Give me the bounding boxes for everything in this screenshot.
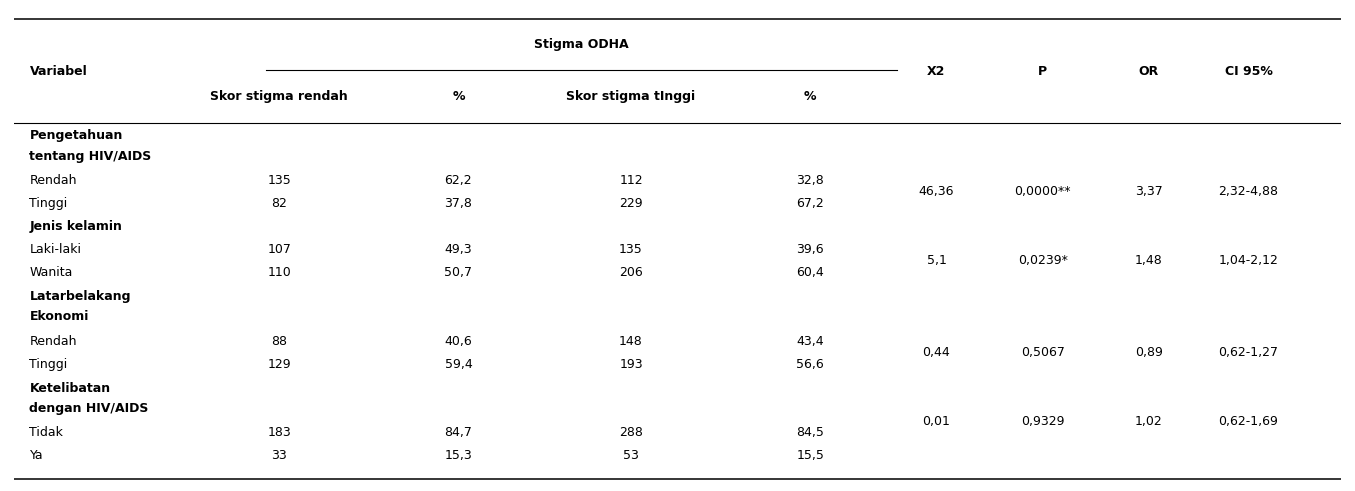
Text: 60,4: 60,4 (797, 266, 824, 278)
Text: 46,36: 46,36 (919, 185, 954, 198)
Text: Pengetahuan: Pengetahuan (30, 129, 123, 142)
Text: 112: 112 (619, 174, 642, 187)
Text: Ketelibatan: Ketelibatan (30, 382, 111, 395)
Text: 107: 107 (267, 243, 291, 256)
Text: P: P (1038, 65, 1047, 78)
Text: 148: 148 (619, 334, 642, 348)
Text: 43,4: 43,4 (797, 334, 824, 348)
Text: Skor stigma tInggi: Skor stigma tInggi (566, 90, 695, 103)
Text: 84,5: 84,5 (797, 426, 824, 439)
Text: 0,0000**: 0,0000** (1015, 185, 1070, 198)
Text: 229: 229 (619, 197, 642, 210)
Text: 62,2: 62,2 (444, 174, 472, 187)
Text: 88: 88 (271, 334, 287, 348)
Text: 0,01: 0,01 (923, 415, 950, 428)
Text: 183: 183 (267, 426, 291, 439)
Text: 0,62-1,69: 0,62-1,69 (1218, 415, 1278, 428)
Text: 0,5067: 0,5067 (1020, 346, 1065, 359)
Text: 1,02: 1,02 (1135, 415, 1163, 428)
Text: Skor stigma rendah: Skor stigma rendah (210, 90, 348, 103)
Text: Jenis kelamin: Jenis kelamin (30, 219, 122, 233)
Text: 0,89: 0,89 (1135, 346, 1163, 359)
Text: 110: 110 (267, 266, 291, 278)
Text: Ekonomi: Ekonomi (30, 310, 89, 324)
Text: Rendah: Rendah (30, 174, 77, 187)
Text: 53: 53 (623, 449, 640, 463)
Text: Wanita: Wanita (30, 266, 73, 278)
Text: 84,7: 84,7 (444, 426, 473, 439)
Text: Rendah: Rendah (30, 334, 77, 348)
Text: 37,8: 37,8 (444, 197, 473, 210)
Text: dengan HIV/AIDS: dengan HIV/AIDS (30, 402, 149, 415)
Text: 135: 135 (619, 243, 642, 256)
Text: 288: 288 (619, 426, 644, 439)
Text: 135: 135 (267, 174, 291, 187)
Text: 0,44: 0,44 (923, 346, 950, 359)
Text: Ya: Ya (30, 449, 43, 463)
Text: Variabel: Variabel (30, 65, 87, 78)
Text: %: % (453, 90, 465, 103)
Text: 129: 129 (267, 357, 291, 371)
Text: X2: X2 (927, 65, 946, 78)
Text: 50,7: 50,7 (444, 266, 473, 278)
Text: OR: OR (1138, 65, 1159, 78)
Text: tentang HIV/AIDS: tentang HIV/AIDS (30, 150, 152, 163)
Text: Tinggi: Tinggi (30, 197, 68, 210)
Text: Latarbelakang: Latarbelakang (30, 290, 131, 303)
Text: 82: 82 (271, 197, 287, 210)
Text: Tinggi: Tinggi (30, 357, 68, 371)
Text: 15,3: 15,3 (444, 449, 473, 463)
Text: 5,1: 5,1 (927, 254, 946, 267)
Text: 0,0239*: 0,0239* (1018, 254, 1068, 267)
Text: 2,32-4,88: 2,32-4,88 (1218, 185, 1279, 198)
Text: 49,3: 49,3 (444, 243, 472, 256)
Text: 0,9329: 0,9329 (1020, 415, 1065, 428)
Text: %: % (804, 90, 817, 103)
Text: 67,2: 67,2 (797, 197, 824, 210)
Text: 39,6: 39,6 (797, 243, 824, 256)
Text: 32,8: 32,8 (797, 174, 824, 187)
Text: Stigma ODHA: Stigma ODHA (534, 38, 629, 51)
Text: 3,37: 3,37 (1135, 185, 1163, 198)
Text: Laki-laki: Laki-laki (30, 243, 81, 256)
Text: 40,6: 40,6 (444, 334, 473, 348)
Text: CI 95%: CI 95% (1225, 65, 1272, 78)
Text: 1,48: 1,48 (1135, 254, 1163, 267)
Text: 193: 193 (619, 357, 642, 371)
Text: 0,62-1,27: 0,62-1,27 (1218, 346, 1279, 359)
Text: 56,6: 56,6 (797, 357, 824, 371)
Text: 33: 33 (271, 449, 287, 463)
Text: 59,4: 59,4 (444, 357, 473, 371)
Text: 15,5: 15,5 (797, 449, 824, 463)
Text: Tidak: Tidak (30, 426, 64, 439)
Text: 1,04-2,12: 1,04-2,12 (1218, 254, 1278, 267)
Text: 206: 206 (619, 266, 642, 278)
